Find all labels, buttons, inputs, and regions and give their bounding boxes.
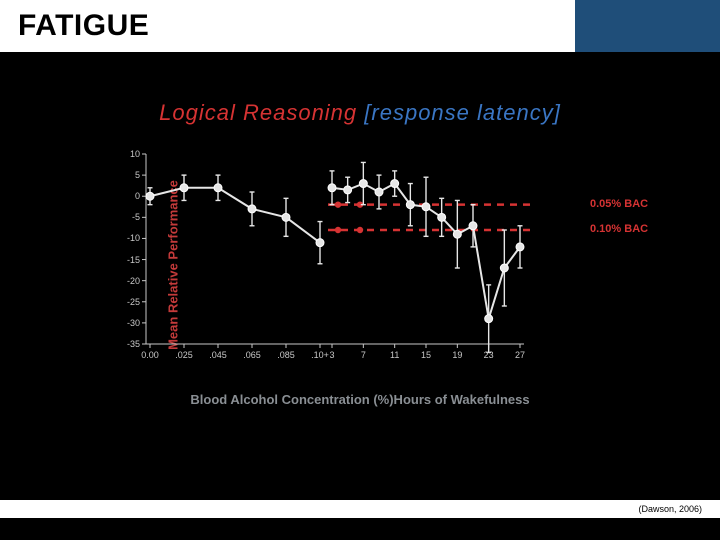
chart-svg [140,150,530,360]
ytick-label: -15 [116,255,140,265]
citation-bar: (Dawson, 2006) [0,500,720,518]
ytick-label: -10 [116,233,140,243]
chart-title-lead: Logical Reasoning [159,100,357,125]
xtick-label: 11 [390,350,399,360]
reference-line-label: 0.10% BAC [590,223,648,235]
xtick-label: .065 [243,350,261,360]
citation-text: (Dawson, 2006) [638,504,702,514]
ytick-label: -5 [116,212,140,222]
xtick-label: 27 [515,350,525,360]
xtick-label: 19 [452,350,462,360]
ytick-label: -30 [116,318,140,328]
page-title: FATIGUE [18,9,149,43]
x-axis-label: Blood Alcohol Concentration (%)Hours of … [0,392,720,407]
xtick-label: 7 [361,350,366,360]
reference-line-label: 0.05% BAC [590,198,648,210]
xtick-label: 23 [484,350,494,360]
chart-title: Logical Reasoning [response latency] [0,100,720,126]
chart-plot-area: -35-30-25-20-15-10-505100.00.025.045.065… [140,150,530,360]
xtick-label: .10+ [311,350,329,360]
header-bar: FATIGUE [0,0,720,52]
header-accent [575,0,720,52]
ytick-label: 5 [116,170,140,180]
xtick-label: 3 [329,350,334,360]
xtick-label: 0.00 [141,350,159,360]
chart-title-sub: [response latency] [357,100,561,125]
ytick-label: -20 [116,276,140,286]
xtick-label: 15 [421,350,431,360]
xtick-label: .085 [277,350,295,360]
xtick-label: .045 [209,350,227,360]
xtick-label: .025 [175,350,193,360]
ytick-label: 10 [116,149,140,159]
ytick-label: 0 [116,191,140,201]
ytick-label: -25 [116,297,140,307]
ytick-label: -35 [116,339,140,349]
